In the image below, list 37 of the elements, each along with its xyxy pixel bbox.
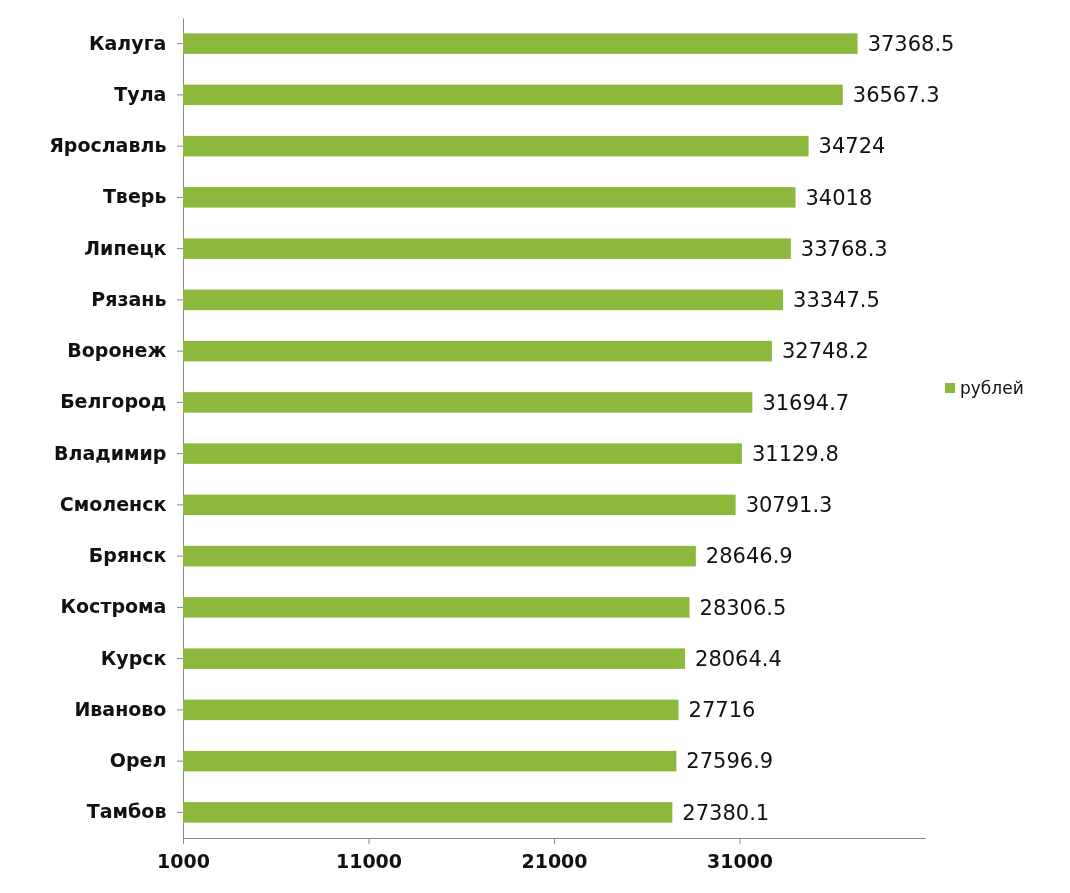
data-label: 30791.3: [745, 493, 833, 518]
data-label: 31129.8: [751, 441, 839, 466]
y-tick-label: Брянск: [88, 544, 167, 567]
data-label: 27380.1: [682, 800, 770, 825]
data-label: 27596.9: [686, 749, 774, 774]
y-tick-label: Тула: [114, 82, 167, 105]
data-label: 34018: [805, 185, 873, 210]
data-label: 31694.7: [762, 390, 850, 415]
y-tick-label: Курск: [100, 646, 167, 669]
data-label: 33347.5: [793, 288, 880, 313]
y-tick-label: Владимир: [54, 441, 167, 464]
x-tick-label: 31000: [706, 849, 774, 872]
data-label: 28646.9: [705, 544, 793, 569]
y-tick-label: Кострома: [60, 595, 167, 618]
legend-label: рублей: [960, 377, 1024, 398]
y-tick-label: Тамбов: [86, 800, 167, 823]
x-tick-label: 1000: [157, 849, 210, 872]
data-label: 33768.3: [800, 236, 888, 261]
y-tick-label: Рязань: [91, 287, 167, 310]
y-tick-label: Орел: [109, 749, 167, 772]
y-tick-label: Иваново: [74, 697, 167, 720]
data-label: 34724: [818, 134, 886, 159]
data-label: 28064.4: [695, 646, 782, 671]
y-tick-label: Калуга: [88, 31, 167, 54]
y-tick-label: Смоленск: [59, 492, 167, 515]
y-tick-label: Тверь: [102, 185, 167, 208]
data-label: 27716: [688, 698, 756, 723]
x-tick-label: 21000: [521, 849, 588, 872]
data-label: 32748.2: [781, 339, 869, 364]
y-tick-label: Липецк: [84, 236, 167, 259]
x-tick-label: 11000: [335, 849, 403, 872]
y-tick-label: Воронеж: [67, 339, 167, 362]
y-tick-label: Белгород: [60, 390, 167, 413]
y-tick-label: Ярославль: [49, 134, 167, 157]
data-label: 37368.5: [867, 31, 955, 56]
data-label: 36567.3: [852, 83, 940, 108]
data-label: 28306.5: [699, 595, 787, 620]
